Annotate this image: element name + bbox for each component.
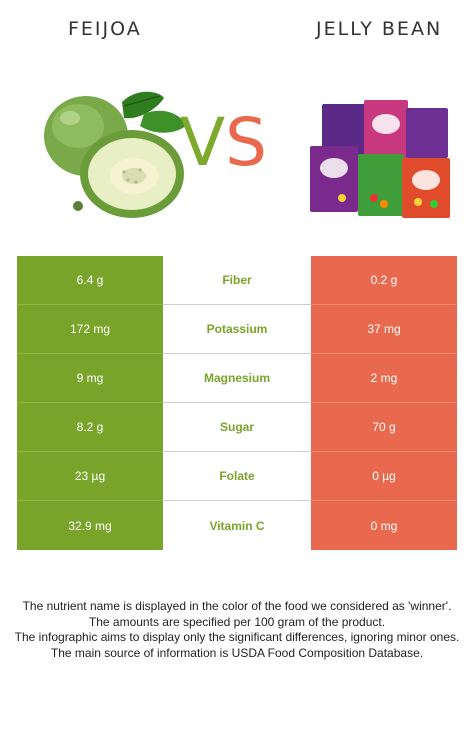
footnote-line: The main source of information is USDA F… <box>50 645 424 660</box>
right-value: 0 mg <box>311 501 457 550</box>
nutrient-name: Potassium <box>163 305 311 354</box>
nutrient-name: Magnesium <box>163 354 311 403</box>
table-row: 172 mg Potassium 37 mg <box>17 305 457 354</box>
table-row: 23 µg Folate 0 µg <box>17 452 457 501</box>
vs-label: VS <box>180 104 268 181</box>
footnotes: The nutrient name is displayed in the co… <box>10 599 464 661</box>
table-row: 9 mg Magnesium 2 mg <box>17 354 457 403</box>
table-row: 6.4 g Fiber 0.2 g <box>17 256 457 305</box>
right-value: 0.2 g <box>311 256 457 305</box>
left-value: 6.4 g <box>17 256 163 305</box>
left-value: 23 µg <box>17 452 163 501</box>
nutrient-name: Folate <box>163 452 311 501</box>
table-row: 8.2 g Sugar 70 g <box>17 403 457 452</box>
footnote-line: The nutrient name is displayed in the co… <box>22 599 452 613</box>
footnote-line: The amounts are specified per 100 gram o… <box>88 614 386 629</box>
nutrient-name: Sugar <box>163 403 311 452</box>
footnote-line: The infographic aims to display only the… <box>14 630 460 645</box>
jelly-bean-image <box>310 100 450 218</box>
food-title-left: FEIJOA <box>68 18 142 40</box>
left-value: 8.2 g <box>17 403 163 452</box>
comparison-table: 6.4 g Fiber 0.2 g 172 mg Potassium 37 mg 9 mg M… <box>17 256 457 550</box>
left-value: 9 mg <box>17 354 163 403</box>
food-title-right: JELLY BEAN <box>316 18 443 40</box>
left-value: 32.9 mg <box>17 501 163 550</box>
nutrient-name: Fiber <box>163 256 311 305</box>
right-value: 37 mg <box>311 305 457 354</box>
left-value: 172 mg <box>17 305 163 354</box>
right-value: 70 g <box>311 403 457 452</box>
right-value: 0 µg <box>311 452 457 501</box>
nutrient-name: Vitamin C <box>163 501 311 550</box>
feijoa-image <box>44 91 186 218</box>
right-value: 2 mg <box>311 354 457 403</box>
